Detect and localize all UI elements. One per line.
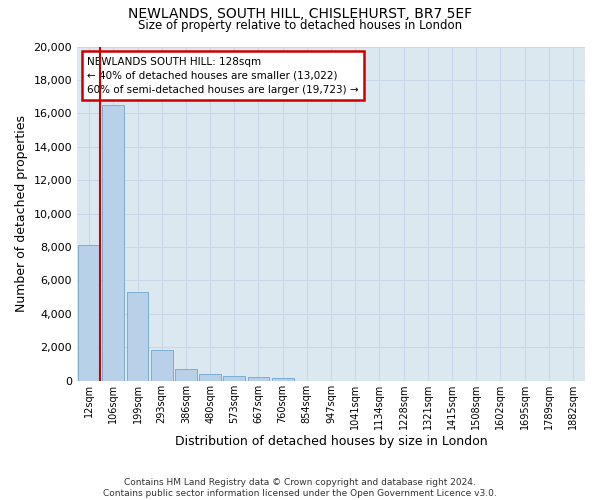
- Text: Size of property relative to detached houses in London: Size of property relative to detached ho…: [138, 18, 462, 32]
- Text: NEWLANDS SOUTH HILL: 128sqm
← 40% of detached houses are smaller (13,022)
60% of: NEWLANDS SOUTH HILL: 128sqm ← 40% of det…: [87, 56, 359, 94]
- Bar: [78, 246, 100, 380]
- Text: NEWLANDS, SOUTH HILL, CHISLEHURST, BR7 5EF: NEWLANDS, SOUTH HILL, CHISLEHURST, BR7 5…: [128, 8, 472, 22]
- Bar: [199, 374, 221, 380]
- Bar: [175, 369, 197, 380]
- Bar: [272, 378, 293, 380]
- Bar: [151, 350, 173, 380]
- Y-axis label: Number of detached properties: Number of detached properties: [15, 115, 28, 312]
- Bar: [103, 105, 124, 380]
- Bar: [248, 377, 269, 380]
- X-axis label: Distribution of detached houses by size in London: Distribution of detached houses by size …: [175, 434, 487, 448]
- Text: Contains HM Land Registry data © Crown copyright and database right 2024.
Contai: Contains HM Land Registry data © Crown c…: [103, 478, 497, 498]
- Bar: [127, 292, 148, 380]
- Bar: [223, 376, 245, 380]
